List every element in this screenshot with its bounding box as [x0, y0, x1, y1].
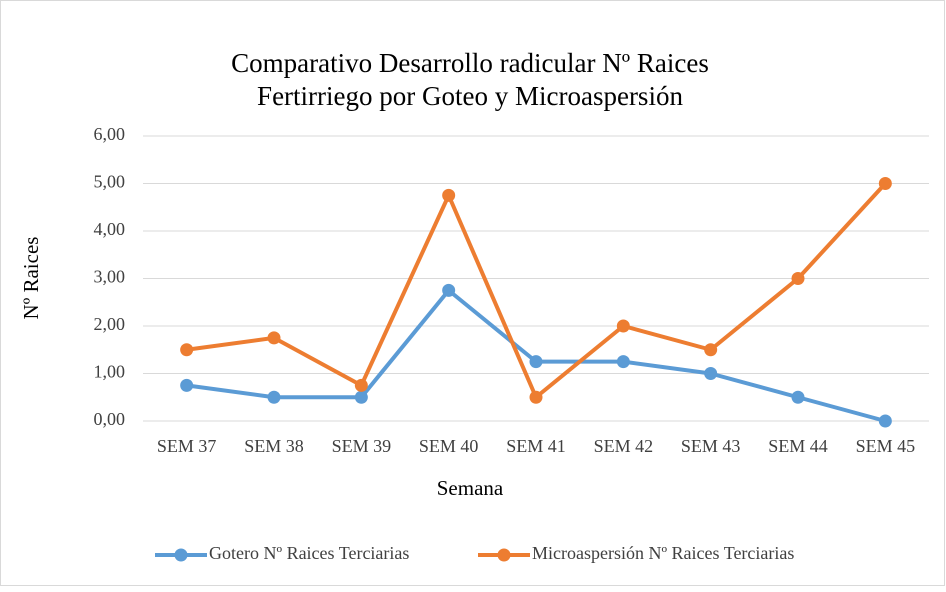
y-tick-label: 4,00: [94, 219, 126, 239]
chart-title: Comparativo Desarrollo radicular Nº Raic…: [231, 48, 709, 78]
data-point: [791, 390, 805, 404]
data-point: [878, 177, 892, 190]
x-tick-label: SEM 43: [681, 436, 741, 456]
x-tick-label: SEM 44: [768, 436, 828, 456]
data-point: [354, 390, 368, 404]
x-tick-label: SEM 37: [157, 436, 217, 456]
data-point: [616, 355, 630, 369]
y-tick-label: 5,00: [94, 172, 126, 192]
data-point: [878, 414, 892, 428]
x-tick-label: SEM 39: [332, 436, 392, 456]
legend-label: Gotero Nº Raices Terciarias: [209, 543, 409, 563]
data-point: [529, 355, 543, 369]
data-point: [529, 390, 543, 404]
y-tick-label: 1,00: [94, 362, 126, 382]
chart-title: Fertirriego por Goteo y Microaspersión: [257, 81, 683, 111]
legend-label: Microaspersión Nº Raices Terciarias: [532, 543, 794, 563]
data-point: [180, 378, 194, 392]
legend-marker: [497, 548, 511, 562]
y-axis-label: Nº Raices: [19, 237, 43, 320]
data-point: [267, 331, 281, 345]
x-tick-label: SEM 41: [506, 436, 566, 456]
data-point: [704, 343, 718, 357]
data-point: [180, 343, 194, 357]
data-point: [442, 188, 456, 202]
data-point: [616, 319, 630, 333]
x-tick-label: SEM 38: [244, 436, 304, 456]
y-tick-label: 3,00: [94, 267, 126, 287]
x-tick-label: SEM 40: [419, 436, 479, 456]
x-tick-label: SEM 42: [594, 436, 654, 456]
x-axis-label: Semana: [437, 476, 504, 500]
data-point: [704, 367, 718, 380]
data-point: [267, 390, 281, 404]
data-point: [791, 272, 805, 285]
data-point: [354, 378, 368, 392]
x-tick-label: SEM 45: [856, 436, 916, 456]
y-tick-label: 6,00: [94, 124, 126, 144]
data-point: [442, 283, 456, 297]
y-tick-label: 2,00: [94, 314, 126, 334]
legend-marker: [174, 548, 188, 562]
y-tick-label: 0,00: [94, 409, 126, 429]
